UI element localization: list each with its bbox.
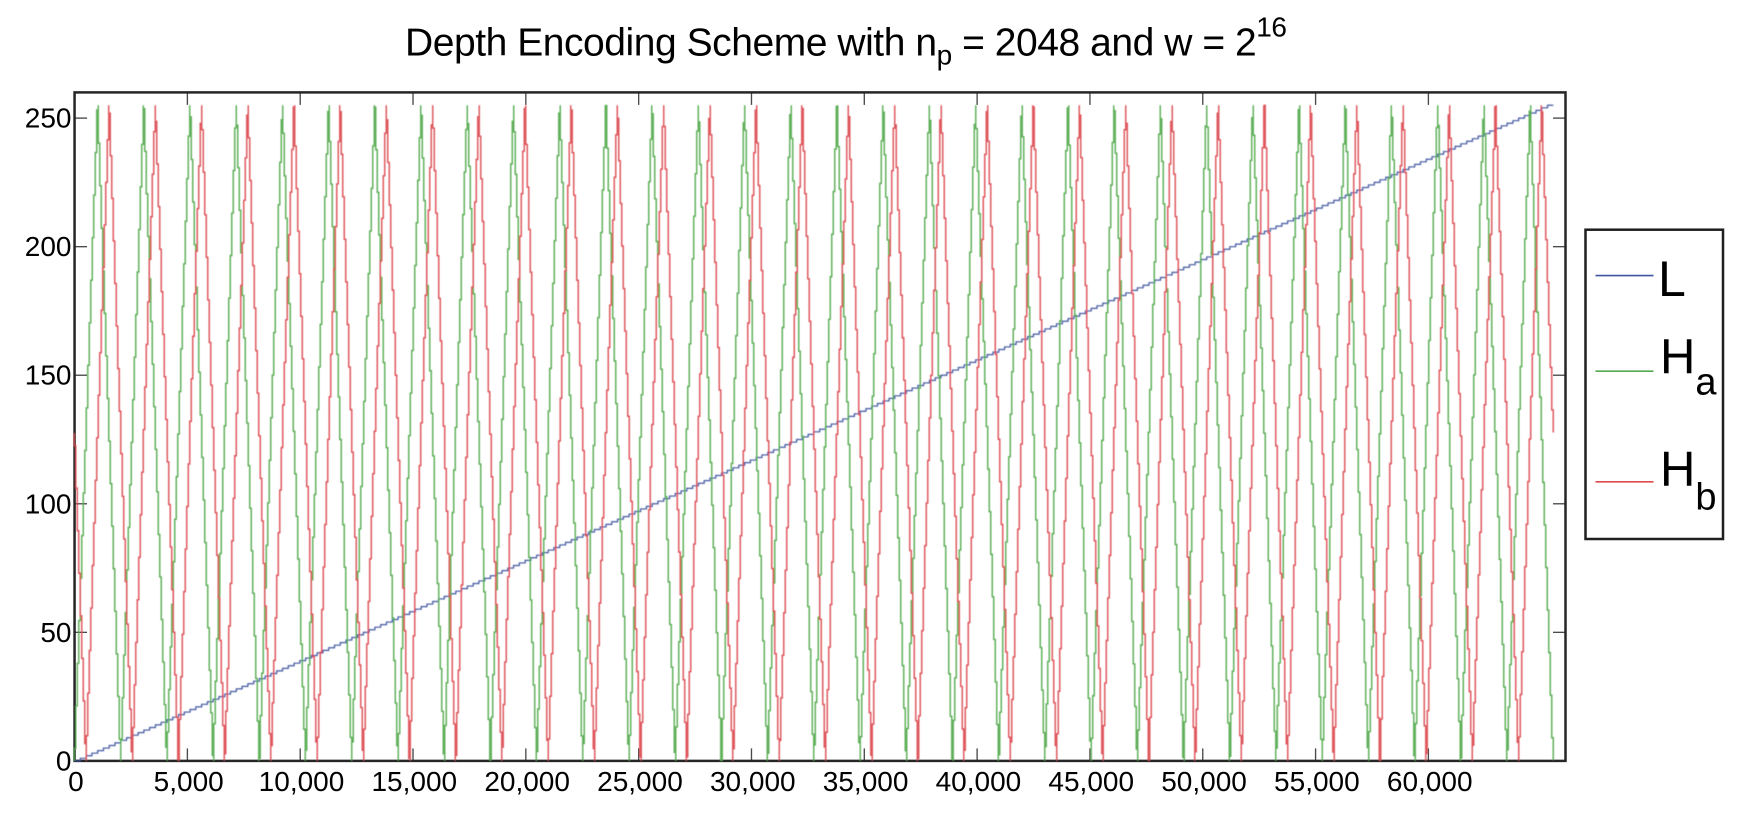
svg-text:25,000: 25,000 bbox=[597, 766, 683, 797]
svg-text:Depth Encoding Scheme with np: Depth Encoding Scheme with np = 2048 and… bbox=[405, 12, 1287, 71]
svg-text:10,000: 10,000 bbox=[259, 766, 345, 797]
svg-text:L: L bbox=[1658, 251, 1686, 307]
svg-text:5,000: 5,000 bbox=[154, 766, 224, 797]
svg-text:150: 150 bbox=[25, 360, 72, 391]
svg-text:15,000: 15,000 bbox=[371, 766, 457, 797]
svg-text:0: 0 bbox=[56, 745, 72, 776]
svg-text:35,000: 35,000 bbox=[823, 766, 909, 797]
svg-text:55,000: 55,000 bbox=[1274, 766, 1360, 797]
svg-text:50: 50 bbox=[40, 617, 71, 648]
svg-text:200: 200 bbox=[25, 231, 72, 262]
svg-text:0: 0 bbox=[68, 766, 84, 797]
svg-text:20,000: 20,000 bbox=[484, 766, 570, 797]
svg-text:50,000: 50,000 bbox=[1161, 766, 1247, 797]
svg-text:30,000: 30,000 bbox=[710, 766, 796, 797]
svg-text:40,000: 40,000 bbox=[936, 766, 1022, 797]
svg-text:250: 250 bbox=[25, 103, 72, 134]
svg-text:100: 100 bbox=[25, 488, 72, 519]
svg-text:45,000: 45,000 bbox=[1048, 766, 1134, 797]
svg-text:60,000: 60,000 bbox=[1387, 766, 1473, 797]
